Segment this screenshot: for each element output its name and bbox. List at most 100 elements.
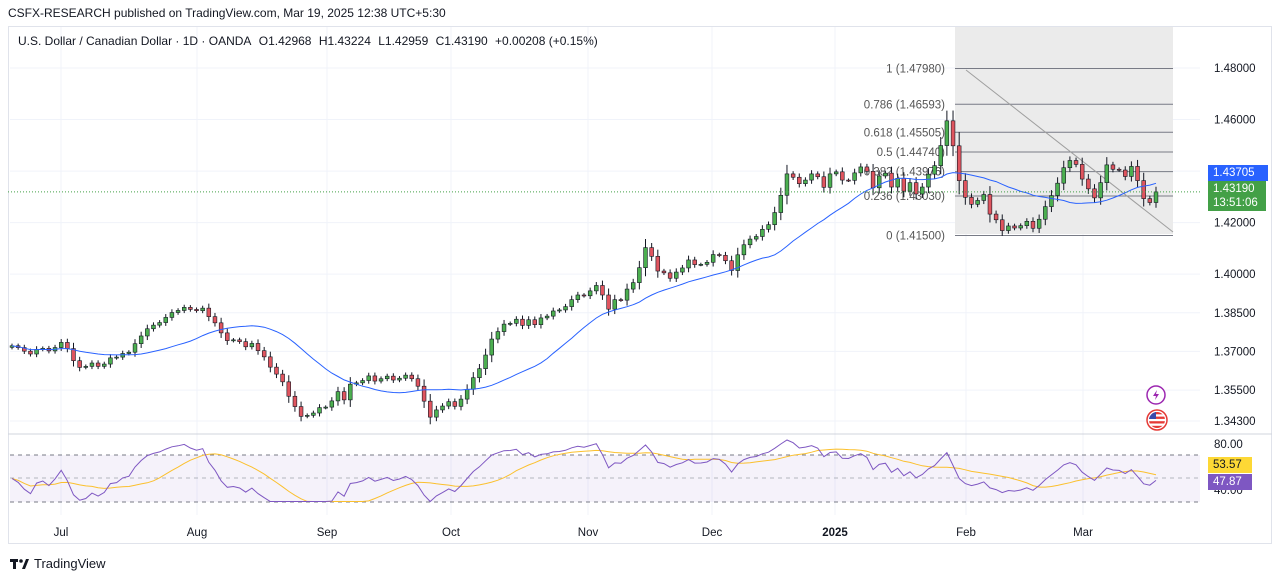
candle-body <box>630 282 636 290</box>
candle-body <box>710 254 716 263</box>
fibonacci-level-label: 0.786 (1.46593) <box>864 99 945 111</box>
fibonacci-level-label: 0 (1.41500) <box>886 230 945 242</box>
candle-body <box>200 307 205 312</box>
candle-body <box>1098 182 1103 199</box>
time-axis: Jul Aug Sep Oct Nov Dec 2025 Feb Mar <box>54 527 1093 539</box>
candle-body <box>268 356 273 368</box>
candle-body <box>575 294 581 300</box>
candle-body <box>372 375 378 382</box>
candle-body <box>1055 182 1060 196</box>
candle-body <box>852 172 857 181</box>
candle-body <box>920 186 925 195</box>
candle-body <box>403 374 408 379</box>
candle-body <box>704 261 710 265</box>
candle-body <box>1141 180 1146 199</box>
candle-body <box>1061 167 1066 184</box>
candle-body <box>797 176 802 184</box>
candle-body <box>305 415 310 417</box>
candle-body <box>680 267 685 273</box>
brand-name: TradingView <box>34 556 106 571</box>
candle-body <box>1147 198 1153 203</box>
candle-body <box>298 406 304 417</box>
price-axis: 1.480001.460001.440001.420001.400001.385… <box>1214 63 1256 428</box>
lightning-icon <box>1146 385 1166 405</box>
candle-body <box>212 316 218 324</box>
tradingview-brand[interactable]: TradingView <box>10 556 106 571</box>
candle-body <box>206 307 212 317</box>
publisher-line: CSFX-RESEARCH published on TradingView.c… <box>8 6 446 20</box>
candle-body <box>612 299 617 310</box>
candle-body <box>175 310 181 313</box>
candle-body <box>391 375 396 381</box>
candle-body <box>655 256 661 272</box>
candle-body <box>606 294 611 310</box>
candle-body <box>261 350 267 358</box>
candle-body <box>145 328 150 337</box>
candle-body <box>237 339 242 342</box>
candle-body <box>108 357 113 365</box>
price-axis-label: 1.34300 <box>1214 416 1256 428</box>
legend-low: L1.42959 <box>378 34 429 48</box>
candle-body <box>895 177 900 188</box>
legend-open: O1.42968 <box>258 34 312 48</box>
candle-body <box>993 213 999 221</box>
candle-body <box>969 197 974 205</box>
candle-body <box>471 377 476 390</box>
candle-body <box>58 342 64 348</box>
candle-body <box>188 307 193 310</box>
candle-body <box>452 401 458 407</box>
candle-body <box>163 317 168 323</box>
price-axis-label: 1.42000 <box>1214 218 1256 230</box>
candle-body <box>409 374 414 380</box>
candle-body <box>477 368 482 379</box>
price-axis-label: 1.40000 <box>1214 269 1256 281</box>
time-axis-label: Sep <box>317 527 337 539</box>
time-axis-label: 2025 <box>822 527 848 539</box>
candle-body <box>83 366 89 368</box>
candle-body <box>907 182 913 192</box>
candle-body <box>225 332 230 341</box>
candle-body <box>950 120 956 147</box>
candle-body <box>421 385 427 402</box>
moving-average-line <box>11 172 1157 394</box>
legend-symbol[interactable]: U.S. Dollar / Canadian Dollar · 1D · OAN… <box>18 34 252 48</box>
candle-body <box>883 172 888 177</box>
candle-body <box>378 378 384 382</box>
candle-body <box>366 375 371 381</box>
candle-body <box>71 348 76 362</box>
candle-body <box>28 350 33 355</box>
candle-body <box>963 180 968 198</box>
candle-body <box>22 347 27 352</box>
candle-body <box>1049 195 1054 207</box>
candle-body <box>1104 164 1110 183</box>
us-flag-icon <box>1146 409 1168 431</box>
fibonacci-level-label: 0.618 (1.45505) <box>864 127 945 139</box>
candle-body <box>360 380 365 384</box>
candle-body <box>932 165 937 175</box>
candle-body <box>169 312 175 318</box>
candle-body <box>772 212 777 225</box>
legend-high: H1.43224 <box>318 34 371 48</box>
candle-body <box>1079 164 1085 180</box>
candle-body <box>624 288 630 301</box>
candle-body <box>1067 160 1073 169</box>
candle-body <box>544 315 550 319</box>
fibonacci-level-label: 1 (1.47980) <box>886 64 945 76</box>
candle-body <box>274 366 279 375</box>
candle-body <box>729 260 734 271</box>
candle-body <box>1153 191 1159 203</box>
price-axis-label: 1.46000 <box>1214 115 1256 127</box>
candle-body <box>815 173 820 178</box>
candle-body <box>514 318 519 324</box>
candle-body <box>434 409 439 418</box>
candle-body <box>587 290 593 297</box>
price-axis-label: 1.38500 <box>1214 308 1256 320</box>
candle-body <box>157 322 162 326</box>
time-axis-label: Dec <box>702 527 723 539</box>
candle-body <box>1135 166 1140 181</box>
candle-body <box>790 173 796 178</box>
tradingview-logo-icon <box>10 558 29 569</box>
rsi-axis-label: 80.00 <box>1214 439 1243 451</box>
